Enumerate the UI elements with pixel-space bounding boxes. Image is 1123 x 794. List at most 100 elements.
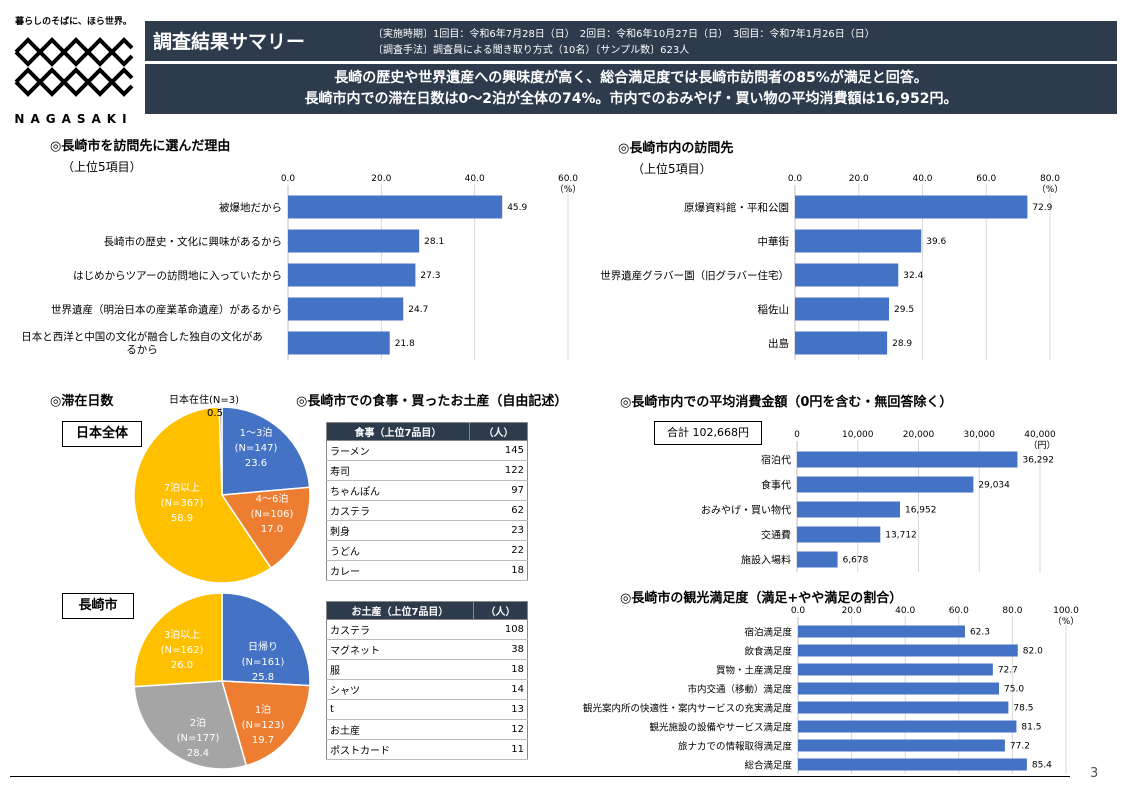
bar-value-label: 24.7 xyxy=(408,305,428,315)
pie-slice-value: 25.8 xyxy=(252,672,274,683)
stay-japan-pie-chart: 1～3泊 (N=147) 23.6 4～6泊 (N=106) 17.0 7泊以上 (N=367… xyxy=(133,393,311,584)
pie-slice-name: 2泊 xyxy=(190,717,206,729)
stay-nagasaki-pie-chart: 日帰り (N=161) 25.8 1泊 (N=123) 19.7 2泊 (N=177) 28.4… xyxy=(133,592,311,770)
pie-slice xyxy=(218,406,223,496)
scope-label-nagasaki: 長崎市 xyxy=(62,593,134,619)
category-label: 長崎市の歴史・文化に興味があるから xyxy=(104,235,283,248)
food-row: カステラ 62 xyxy=(326,500,528,521)
bar-value-label: 72.7 xyxy=(998,666,1018,676)
x-tick-label: 0.0 xyxy=(281,174,296,184)
unit-label: （円） xyxy=(1028,440,1055,451)
pie-slice xyxy=(220,486,311,570)
bar xyxy=(798,739,1005,752)
category-label: 市内交通（移動）満足度 xyxy=(687,684,792,696)
x-tick-label: 20.0 xyxy=(849,174,869,184)
bar-value-label: 21.8 xyxy=(395,339,415,349)
scope-label-japan: 日本全体 xyxy=(62,421,142,447)
x-tick-label: 20.0 xyxy=(842,606,862,616)
x-tick-label: 0 xyxy=(794,430,800,440)
souvenir-row: 服 18 xyxy=(326,659,528,680)
pie-slice-name: 日本在住 xyxy=(169,393,209,406)
food-table-header-item: 食事（上位7品目） xyxy=(326,422,470,441)
souvenir-count: 14 xyxy=(473,679,528,700)
bar-value-label: 85.4 xyxy=(1032,761,1052,771)
food-row: カレー 18 xyxy=(326,560,528,581)
pie-slice-value: 28.4 xyxy=(187,748,209,759)
bar-value-label: 82.0 xyxy=(1023,647,1043,657)
souvenir-item: 服 xyxy=(326,659,474,680)
section-food: ◎長崎市での食事・買ったお土産（自由記述） xyxy=(296,394,568,409)
bar-value-label: 13,712 xyxy=(885,531,917,541)
bar xyxy=(795,229,922,253)
bar-value-label: 28.9 xyxy=(892,339,912,349)
x-tick-label: 20.0 xyxy=(371,174,391,184)
souvenir-item: シャツ xyxy=(326,679,474,700)
summary-box: 長崎の歴史や世界遺産への興味度が高く、総合満足度では長崎市訪問者の85%が満足と… xyxy=(145,64,1117,114)
x-tick-label: 80.0 xyxy=(1002,606,1022,616)
bar xyxy=(798,625,965,638)
category-label: 交通費 xyxy=(761,529,791,542)
souvenir-count: 38 xyxy=(473,639,528,660)
section-visits: ◎長崎市内の訪問先 xyxy=(618,141,734,156)
bar xyxy=(797,501,900,518)
food-item: ちゃんぽん xyxy=(326,480,470,501)
x-tick-label: 60.0 xyxy=(949,606,969,616)
category-label: 宿泊代 xyxy=(761,454,791,467)
spend-total-box: 合計 102,668円 xyxy=(654,421,762,445)
pie-slice-name: 4～6泊 xyxy=(256,493,289,505)
pie-slice-count: (N=147) xyxy=(235,443,278,454)
category-label: 観光案内所の快適性・案内サービスの充実満足度 xyxy=(583,703,793,715)
category-label: 出島 xyxy=(768,337,789,350)
food-row: 寿司 122 xyxy=(326,460,528,481)
category-label: 世界遺産（明治日本の産業革命遺産）があるから xyxy=(51,303,282,316)
food-item: 刺身 xyxy=(326,520,470,541)
pie-slice-name: 日帰り xyxy=(248,640,278,653)
logo-name: NAGASAKI xyxy=(14,112,133,126)
pie-slice-value: 0.5 xyxy=(207,408,223,419)
souvenir-item: カステラ xyxy=(326,619,474,640)
souvenir-item: t xyxy=(326,699,474,720)
souvenir-row: お土産 12 xyxy=(326,719,528,740)
pie-slice xyxy=(133,680,248,770)
logo-diamond-pattern-icon xyxy=(14,37,134,97)
souvenir-count: 11 xyxy=(473,739,528,760)
pie-slice-name: 1～3泊 xyxy=(240,427,273,439)
bar xyxy=(795,263,899,287)
category-label: 世界遺産グラバー園（旧グラバー住宅） xyxy=(600,269,789,282)
bar xyxy=(798,644,1018,657)
x-tick-label: 60.0 xyxy=(976,174,996,184)
bar xyxy=(797,476,974,493)
food-count: 23 xyxy=(469,520,528,541)
pie-slice-value: 23.6 xyxy=(245,458,267,469)
bar-value-label: 32.4 xyxy=(903,271,923,281)
bar xyxy=(795,297,890,321)
bar xyxy=(795,195,1028,219)
bar-value-label: 16,952 xyxy=(905,506,937,516)
logo-tagline: 暮らしのそばに、ほら世界。 xyxy=(15,17,132,27)
footer-divider xyxy=(10,776,1070,777)
unit-label: （%） xyxy=(1037,184,1064,195)
souvenir-row: マグネット 38 xyxy=(326,639,528,660)
reasons-subtitle: （上位5項目） xyxy=(62,160,142,174)
pie-label: 日本在住(N=3) xyxy=(169,393,239,406)
nagasaki-logo: 暮らしのそばに、ほら世界。 NAGASAKI xyxy=(6,8,141,126)
bar-value-label: 45.9 xyxy=(507,203,527,213)
category-label: 原爆資料館・平和公園 xyxy=(684,201,789,214)
souvenir-row: シャツ 14 xyxy=(326,679,528,700)
food-item: 寿司 xyxy=(326,460,470,481)
food-count: 122 xyxy=(469,460,528,481)
summary-line-2: 長崎市内での滞在日数は0～2泊が全体の74%。市内でのおみやげ・買い物の平均消費… xyxy=(304,91,958,107)
category-label: 中華街 xyxy=(758,235,790,248)
souvenir-row: t 13 xyxy=(326,699,528,720)
summary-line-1: 長崎の歴史や世界遺産への興味度が高く、総合満足度では長崎市訪問者の85%が満足と… xyxy=(334,70,928,86)
page-title: 調査結果サマリー xyxy=(153,31,306,53)
category-label: 観光施設の設備やサービス満足度 xyxy=(649,722,792,734)
survey-period: 〔実施時期〕1回目：令和6年7月28日（日） 2回目：令和6年10月27日（日）… xyxy=(373,29,875,40)
pie-slice-count: (N=367) xyxy=(161,498,204,509)
bar xyxy=(797,451,1018,468)
bar xyxy=(288,263,416,287)
souvenir-count: 12 xyxy=(473,719,528,740)
x-tick-label: 0.0 xyxy=(788,174,803,184)
category-label: 食事代 xyxy=(761,479,791,492)
souvenir-row: カステラ 108 xyxy=(326,619,528,640)
